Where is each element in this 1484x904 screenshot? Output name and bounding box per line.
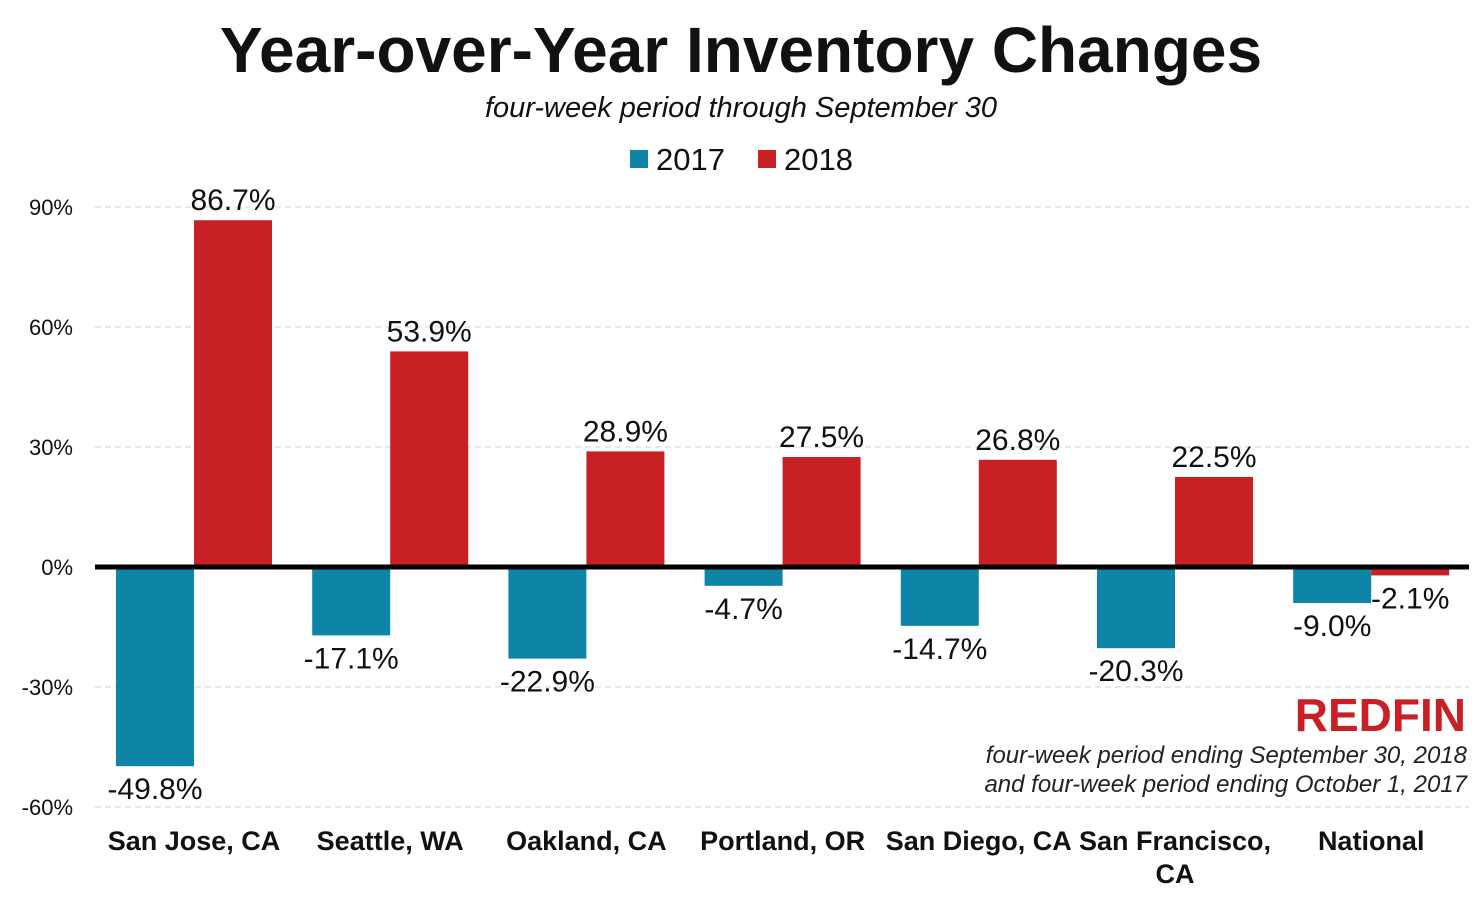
bar-2018 [978,459,1057,567]
data-label-2017: -17.1% [304,642,399,675]
chart-title: Year-over-Year Inventory Changes [220,14,1262,86]
bar-2017 [116,567,194,767]
data-label-2018: 28.9% [583,415,668,448]
bar-2018 [390,351,469,567]
bar-2017 [312,567,391,636]
y-tick-label: -60% [22,795,73,820]
bar-2017 [508,567,587,659]
legend-swatch-2018 [758,150,776,168]
bar-2018 [1371,567,1450,576]
data-label-2017: -22.9% [500,666,595,699]
data-label-2018: -2.1% [1371,582,1449,615]
legend-label-2018: 2018 [784,142,853,177]
bar-2018 [194,220,272,567]
redfin-logo: REDFIN [1295,689,1466,741]
bar-2017 [1293,567,1372,603]
bar-2018 [782,457,861,567]
bar-2018 [1175,477,1253,567]
y-tick-label: 90% [29,195,73,220]
x-category-label: Seattle, WA [317,826,464,856]
chart-subtitle: four-week period through September 30 [485,92,997,124]
data-label-2018: 22.5% [1171,441,1256,474]
note-line-2: and four-week period ending October 1, 2… [984,771,1468,798]
redfin-branding: REDFIN four-week period ending September… [984,689,1468,798]
x-category-label: Oakland, CA [506,826,667,856]
y-tick-label: 30% [29,435,73,460]
data-label-2017: -20.3% [1088,655,1183,688]
x-category-label: National [1318,826,1425,856]
y-tick-label: -30% [22,675,73,700]
data-label-2018: 27.5% [779,421,864,454]
legend-swatch-2017 [630,150,648,168]
data-label-2017: -49.8% [107,773,202,806]
data-label-2017: -4.7% [704,593,782,626]
y-tick-label: 60% [29,315,73,340]
bar-2017 [1097,567,1175,649]
bar-2017 [704,567,783,586]
x-category-label: San Francisco, CA [1079,826,1271,889]
legend: 2017 2018 [630,142,853,177]
x-category-label: San Jose, CA [108,826,281,856]
bar-2017 [900,567,979,626]
note-line-1: four-week period ending September 30, 20… [986,742,1468,769]
x-category-label: San Diego, CA [886,826,1072,856]
data-label-2018: 26.8% [975,424,1060,457]
x-category-label: Portland, OR [700,826,865,856]
y-tick-label: 0% [41,555,73,580]
legend-label-2017: 2017 [656,142,725,177]
bar-2018 [586,451,665,567]
data-label-2018: 86.7% [190,184,275,217]
data-label-2017: -14.7% [892,633,987,666]
data-label-2018: 53.9% [387,315,472,348]
data-label-2017: -9.0% [1293,610,1371,643]
